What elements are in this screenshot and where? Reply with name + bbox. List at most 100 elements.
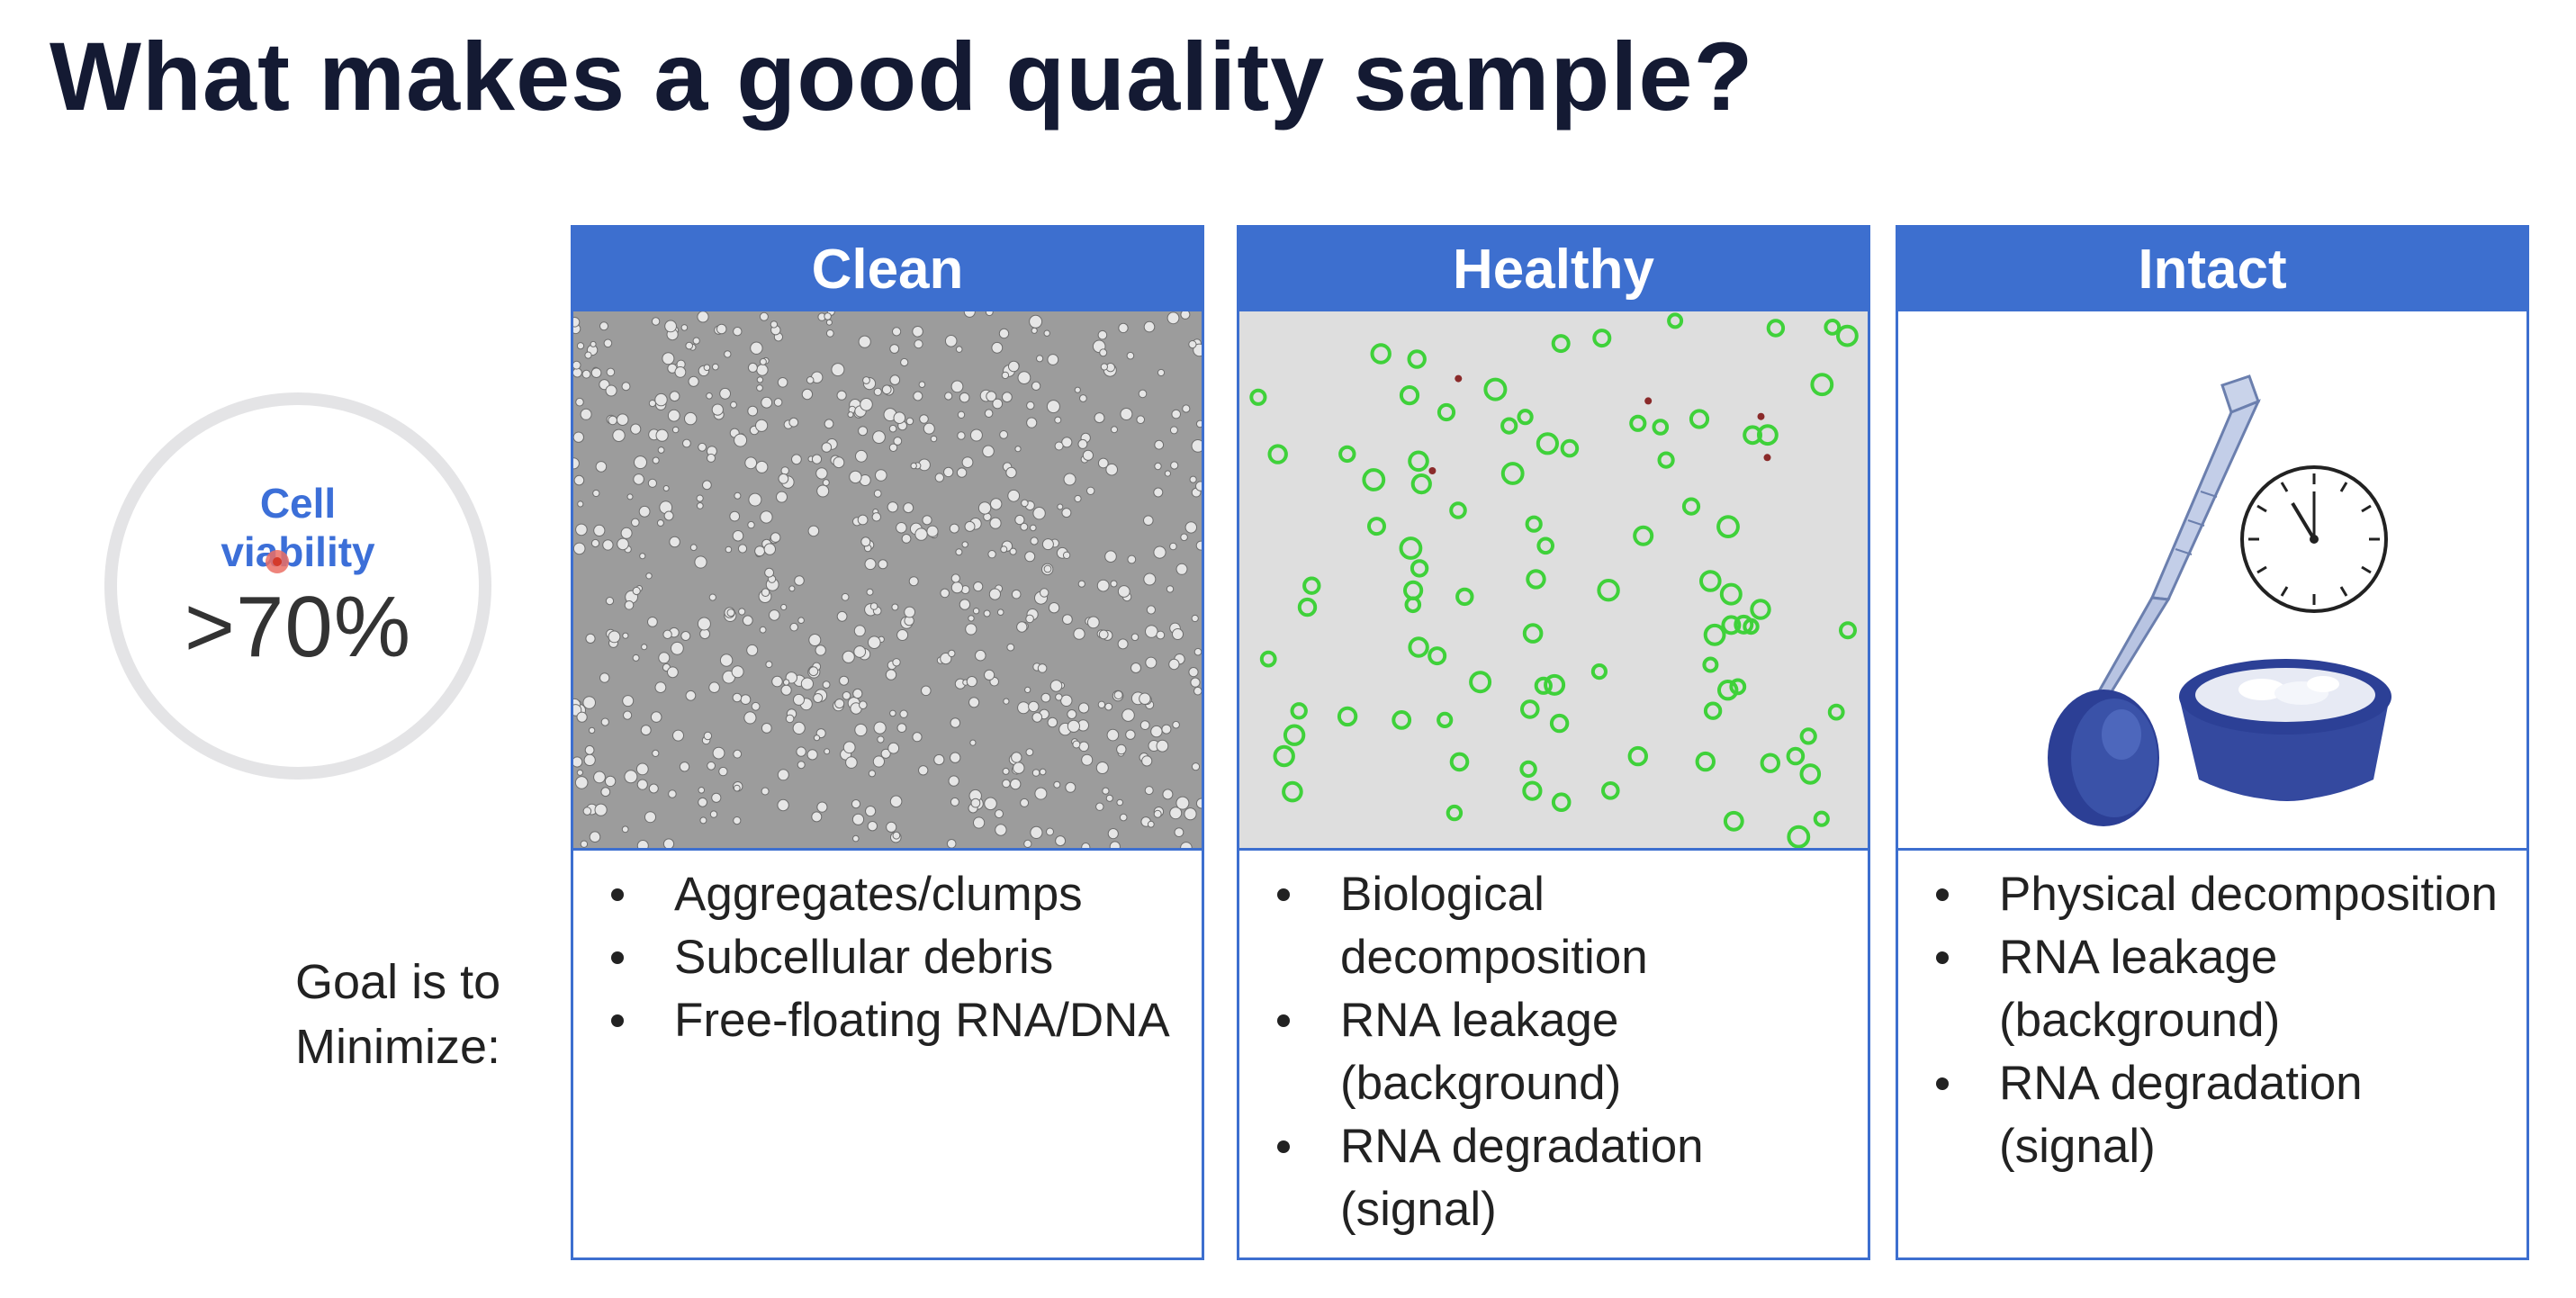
cell-dot: [624, 770, 638, 784]
live-cell-dot: [1549, 713, 1570, 734]
cell-dot: [1079, 394, 1087, 402]
live-cell-dot: [1536, 432, 1559, 455]
cell-dot: [667, 409, 680, 422]
cell-dot: [1105, 463, 1119, 476]
cell-dot: [1030, 536, 1039, 545]
cell-dot: [1139, 692, 1151, 705]
cell-dot: [940, 588, 950, 599]
cell-dot: [806, 376, 815, 384]
cell-dot: [1021, 499, 1029, 508]
cell-dot: [1008, 360, 1020, 373]
cell-dot: [950, 380, 964, 393]
cell-dot: [1145, 656, 1157, 669]
live-cell-dot: [1455, 587, 1474, 607]
cell-dot: [712, 363, 719, 371]
cell-dot: [1169, 807, 1183, 820]
cell-dot: [1029, 314, 1043, 329]
cell-dot: [777, 769, 789, 781]
cell-dot: [648, 400, 657, 408]
cell-dot: [709, 810, 718, 818]
cell-dot: [999, 430, 1009, 439]
cell-dot: [652, 749, 660, 757]
cell-dot: [706, 392, 713, 400]
cell-dot: [1006, 643, 1015, 652]
cell-dot: [1136, 415, 1146, 424]
live-cell-dot: [1522, 623, 1544, 644]
cell-dot: [747, 405, 759, 417]
cell-dot: [1031, 769, 1040, 777]
cell-dot: [708, 681, 720, 694]
cell-dot: [1025, 614, 1034, 624]
cell-dot: [729, 510, 741, 522]
cell-dot: [1046, 827, 1054, 836]
cell-dot: [877, 735, 885, 744]
cell-dot: [1034, 787, 1048, 800]
cell-dot: [950, 573, 960, 583]
goal-label: Goal is to Minimize:: [295, 950, 500, 1079]
cell-dot: [726, 608, 735, 617]
cell-dot: [923, 422, 935, 435]
cell-dot: [868, 635, 881, 650]
cell-dot: [1105, 794, 1113, 802]
live-cell-dot: [1750, 599, 1771, 620]
cell-dot: [1190, 677, 1201, 688]
live-cell-dot: [1437, 402, 1456, 422]
cell-dot: [733, 327, 743, 337]
cell-dot: [1153, 545, 1166, 559]
cell-dot: [905, 417, 914, 426]
cell-dot: [1164, 470, 1172, 477]
dead-cell-dot: [1757, 412, 1765, 420]
goal-line1: Goal is to: [295, 955, 501, 1009]
cell-dot: [636, 840, 649, 848]
cell-dot: [1125, 729, 1136, 740]
cell-dot: [626, 493, 634, 500]
cell-dot: [617, 537, 629, 551]
cell-dot: [724, 350, 732, 358]
live-cell-dot: [1699, 570, 1722, 592]
cell-dot: [801, 388, 814, 401]
cell-dot: [595, 461, 608, 473]
cell-dot: [842, 650, 855, 663]
cell-dot: [1043, 329, 1050, 337]
cell-dot: [590, 340, 597, 347]
cell-dot: [632, 654, 640, 662]
cell-dot: [1118, 322, 1129, 334]
cell-dot: [733, 816, 742, 825]
cell-dot: [1139, 720, 1150, 731]
cell-dot: [652, 456, 660, 464]
cell-dot: [852, 834, 860, 843]
live-cell-dot: [1536, 536, 1555, 555]
cell-dot: [1191, 762, 1201, 771]
cell-dot: [740, 694, 752, 706]
cell-dot: [1175, 796, 1190, 810]
cell-dot: [888, 424, 897, 433]
cell-dot: [918, 381, 926, 388]
cell-dot: [1169, 542, 1177, 551]
cell-dot: [871, 512, 881, 522]
cell-dot: [658, 652, 671, 664]
cell-dot: [755, 419, 769, 432]
cell-dot: [600, 717, 609, 726]
cell-dot: [656, 519, 664, 527]
cell-dot: [737, 544, 748, 554]
live-cell-dot: [1392, 710, 1412, 730]
cell-dot: [808, 634, 822, 646]
cell-dot: [662, 838, 675, 848]
live-cell-dot: [1483, 377, 1508, 401]
cell-dot: [983, 609, 991, 617]
cell-dot: [1116, 744, 1127, 755]
viability-label-line2: viability: [221, 528, 375, 575]
live-cell-dot: [1449, 501, 1467, 519]
cell-dot: [576, 711, 588, 723]
cell-dot: [865, 806, 877, 817]
live-cell-dot: [1526, 569, 1546, 590]
cell-dot: [918, 765, 929, 776]
live-cell-dot: [1760, 753, 1780, 773]
dead-cell-dot: [1763, 454, 1771, 462]
cell-dot: [703, 364, 711, 372]
live-cell-dot: [1338, 445, 1356, 464]
live-cell-dot: [1273, 744, 1295, 768]
cell-dot: [833, 456, 845, 469]
live-cell-dot: [1410, 559, 1429, 578]
cell-dot: [824, 419, 834, 429]
